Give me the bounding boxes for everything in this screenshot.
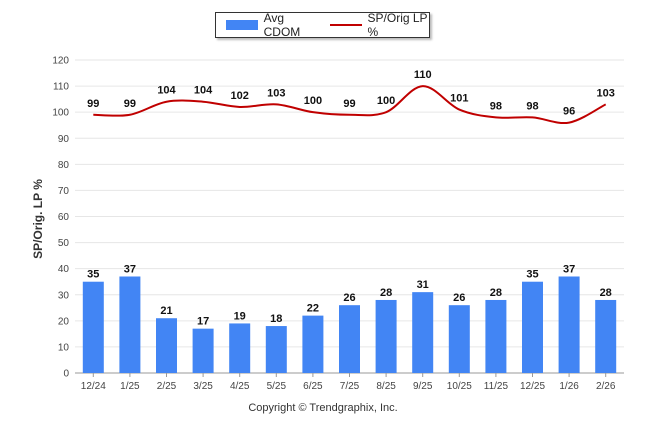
bar-data-label: 21 xyxy=(160,305,172,317)
line-data-label: 110 xyxy=(414,69,432,81)
y-tick-label: 40 xyxy=(58,264,70,275)
legend-label-line: SP/Orig LP % xyxy=(367,11,428,39)
y-tick-label: 60 xyxy=(58,212,70,223)
bar-data-label: 26 xyxy=(343,292,355,304)
bar-data-label: 28 xyxy=(600,287,612,299)
x-tick-label: 9/25 xyxy=(413,381,433,392)
bar xyxy=(595,299,617,373)
x-tick-label: 12/24 xyxy=(81,381,106,392)
x-tick-label: 8/25 xyxy=(376,381,396,392)
legend-item-bars: Avg CDOM xyxy=(226,11,314,39)
line-data-label: 98 xyxy=(526,100,538,112)
x-tick-label: 2/25 xyxy=(157,381,177,392)
y-tick-label: 50 xyxy=(58,238,70,249)
series-line xyxy=(93,85,607,125)
line-data-label: 103 xyxy=(267,87,285,99)
x-tick-label: 3/25 xyxy=(193,381,213,392)
y-tick-label: 80 xyxy=(58,160,70,171)
line-series: 99 99 104 104 102 103 100 99 100 110 101 98 98 96 103 xyxy=(87,69,615,125)
y-axis-label: SP/Orig. LP % xyxy=(31,179,45,259)
x-tick-label: 5/25 xyxy=(267,381,287,392)
bar xyxy=(485,299,507,373)
bar-data-label: 26 xyxy=(453,292,465,304)
bar-data-label: 31 xyxy=(417,279,429,291)
copyright: Copyright © Trendgraphix, Inc. xyxy=(248,402,398,414)
bar-data-label: 17 xyxy=(197,316,209,328)
line-data-label: 99 xyxy=(124,98,136,110)
x-tick-label: 2/26 xyxy=(596,381,616,392)
line-data-label: 96 xyxy=(563,106,575,118)
legend-swatch-line xyxy=(329,24,362,26)
bar-data-label: 35 xyxy=(526,269,538,281)
x-tick-label: 1/25 xyxy=(120,381,140,392)
bar-data-label: 35 xyxy=(87,269,99,281)
bar-data-label: 19 xyxy=(234,310,246,322)
line-data-label: 99 xyxy=(87,98,99,110)
bar xyxy=(229,323,251,373)
x-tick-label: 7/25 xyxy=(340,381,360,392)
bar-data-label: 22 xyxy=(307,303,319,315)
bar xyxy=(119,276,141,373)
y-tick-label: 120 xyxy=(52,56,69,67)
y-axis-ticks: 0 10 20 30 40 50 60 70 80 90 100 110 120 xyxy=(52,56,69,380)
bar-data-label: 37 xyxy=(124,263,136,275)
x-tick-label: 4/25 xyxy=(230,381,250,392)
bar xyxy=(192,328,214,373)
legend-item-line: SP/Orig LP % xyxy=(329,11,429,39)
legend-label-bars: Avg CDOM xyxy=(263,11,301,39)
bar xyxy=(82,281,104,373)
bar xyxy=(375,299,397,373)
bar xyxy=(339,305,360,373)
bar-data-label: 37 xyxy=(563,263,575,275)
x-tick-label: 1/26 xyxy=(559,381,579,392)
x-axis-ticks: 12/24 1/25 2/25 3/25 4/25 5/25 6/25 7/25 8/25 9/2… xyxy=(81,373,616,392)
y-tick-label: 10 xyxy=(58,342,70,353)
legend-swatch-bar xyxy=(226,20,258,30)
bar-data-label: 28 xyxy=(490,287,502,299)
legend: Avg CDOM SP/Orig LP % xyxy=(215,11,430,39)
bar xyxy=(156,318,177,373)
x-tick-label: 11/25 xyxy=(484,381,509,392)
y-tick-label: 20 xyxy=(58,316,70,327)
y-tick-label: 100 xyxy=(52,108,69,119)
line-data-label: 102 xyxy=(231,90,249,102)
line-data-label: 98 xyxy=(490,100,502,112)
bar-series: 35 37 21 17 19 18 22 26 28 31 26 28 35 37 28 xyxy=(82,263,617,373)
line-data-label: 100 xyxy=(377,95,395,107)
y-tick-label: 70 xyxy=(58,186,70,197)
y-tick-label: 0 xyxy=(63,369,69,380)
line-data-label: 101 xyxy=(450,93,468,105)
y-tick-label: 30 xyxy=(58,290,70,301)
line-data-label: 103 xyxy=(597,87,615,99)
bar xyxy=(448,305,470,373)
x-tick-label: 10/25 xyxy=(447,381,472,392)
x-tick-label: 12/25 xyxy=(520,381,545,392)
line-data-label: 99 xyxy=(343,98,355,110)
bar xyxy=(412,292,434,373)
y-tick-label: 110 xyxy=(53,82,69,93)
bar xyxy=(558,276,580,373)
y-tick-label: 90 xyxy=(58,134,70,145)
line-data-label: 104 xyxy=(194,85,213,97)
line-data-label: 104 xyxy=(157,85,176,97)
bar xyxy=(302,315,324,373)
bar xyxy=(265,326,287,373)
bar-data-label: 28 xyxy=(380,287,392,299)
bar xyxy=(522,281,543,373)
line-data-label: 100 xyxy=(304,95,322,107)
bar-data-label: 18 xyxy=(270,313,282,325)
x-tick-label: 6/25 xyxy=(303,381,323,392)
